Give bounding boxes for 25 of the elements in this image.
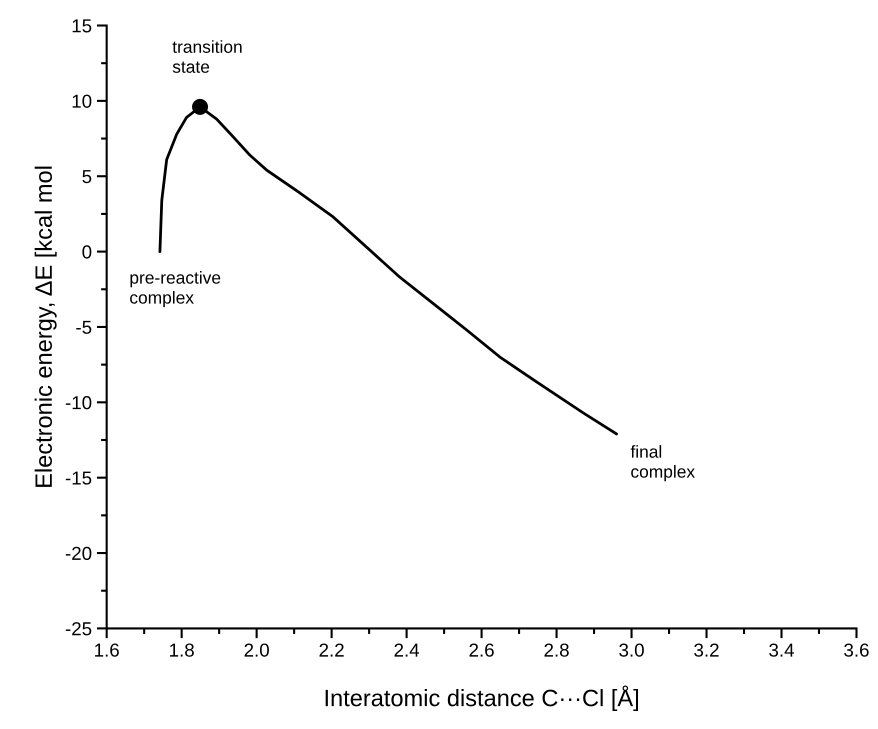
x-tick-label: 2.2 bbox=[320, 643, 344, 657]
x-tick-label: 3.6 bbox=[844, 643, 869, 657]
y-tick-label: 5 bbox=[82, 170, 92, 184]
y-tick-label: 10 bbox=[72, 94, 92, 108]
x-axis-title: Interatomic distance C···Cl [Å] bbox=[326, 685, 638, 712]
y-tick-label: -20 bbox=[66, 546, 92, 560]
y-axis-title: Electronic energy, ΔE [kcal mol bbox=[34, 166, 57, 487]
x-tick-label: 3.2 bbox=[694, 643, 719, 657]
text: 2.0 bbox=[244, 643, 269, 657]
x-tick-label: 1.6 bbox=[95, 643, 119, 657]
text: 3.0 bbox=[619, 643, 644, 657]
x-tick-label: 2.6 bbox=[469, 643, 494, 657]
annotation: transition state bbox=[172, 40, 242, 73]
y-tick-label: 15 bbox=[72, 19, 92, 32]
x-tick-label: 2.4 bbox=[394, 643, 420, 657]
y-tick-label: -25 bbox=[66, 622, 92, 636]
x-tick-label: 2.8 bbox=[544, 643, 569, 657]
annotation: pre-reactive complex bbox=[130, 271, 220, 308]
y-tick-label: 0 bbox=[82, 245, 92, 259]
x-tick-label: 3.4 bbox=[769, 643, 794, 657]
y-tick-label: -5 bbox=[76, 320, 92, 334]
y-tick-label: -15 bbox=[66, 472, 92, 485]
y-tick-label: -10 bbox=[66, 396, 92, 410]
annotation: final complex bbox=[630, 445, 695, 482]
x-tick-label: 1.8 bbox=[170, 643, 194, 657]
